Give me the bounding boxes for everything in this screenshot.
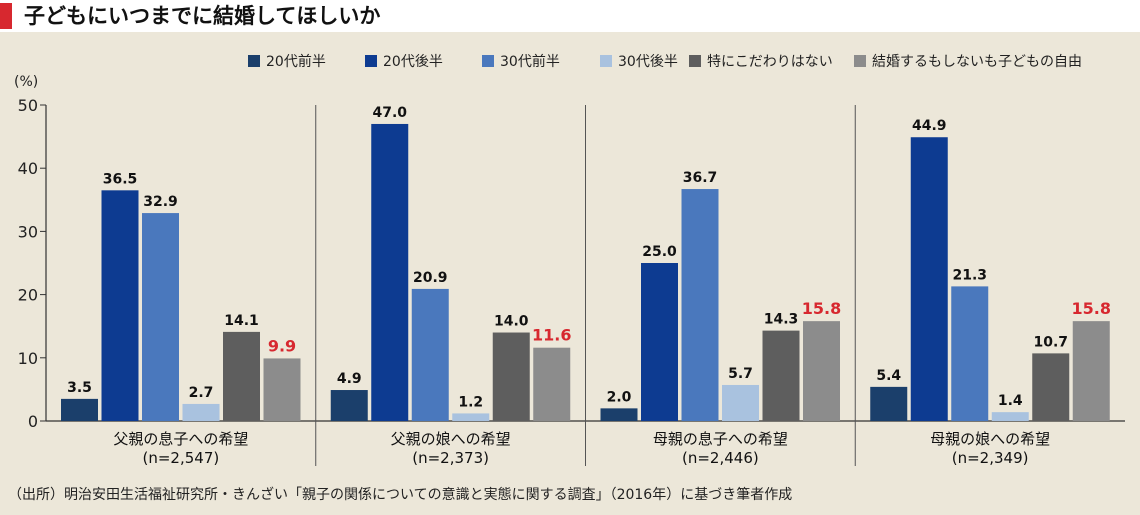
data-label: 10.7 <box>1033 334 1068 350</box>
category-label: 母親の息子への希望 <box>653 430 788 448</box>
bar <box>492 332 530 421</box>
data-label: 1.2 <box>458 394 483 410</box>
legend-label: 20代前半 <box>266 53 326 70</box>
bar <box>681 189 719 421</box>
data-label: 4.9 <box>337 371 362 387</box>
data-label: 20.9 <box>413 270 448 286</box>
data-label: 14.1 <box>224 313 259 329</box>
legend-label: 20代後半 <box>383 54 443 70</box>
data-label: 36.5 <box>103 171 138 187</box>
legend-label: 30代後半 <box>618 54 678 70</box>
chart-title: 子どもにいつまでに結婚してほしいか <box>24 4 381 28</box>
y-unit-label: (%) <box>14 74 38 90</box>
data-label: 25.0 <box>642 244 677 260</box>
data-label: 15.8 <box>1072 299 1111 318</box>
y-tick-label: 40 <box>18 159 38 178</box>
bar <box>991 412 1029 421</box>
data-label: 2.7 <box>189 385 214 401</box>
category-label: 父親の娘への希望 <box>391 430 511 448</box>
legend-swatch <box>482 55 494 67</box>
data-label: 21.3 <box>952 267 987 283</box>
legend-label: 30代前半 <box>500 53 560 70</box>
data-label: 1.4 <box>998 393 1023 409</box>
legend-label: 特にこだわりはない <box>707 54 833 70</box>
data-label: 15.8 <box>802 299 841 318</box>
bar <box>263 358 301 421</box>
bar <box>951 286 989 421</box>
y-tick-label: 30 <box>18 222 38 241</box>
bar <box>722 384 759 421</box>
bar <box>223 331 260 421</box>
bar <box>101 190 139 421</box>
data-label: 14.0 <box>494 314 529 330</box>
category-label: 父親の息子への希望 <box>113 430 248 448</box>
y-tick-label: 0 <box>28 412 38 431</box>
data-label: 44.9 <box>912 118 947 134</box>
legend-swatch <box>248 55 260 67</box>
y-tick-label: 10 <box>18 349 38 368</box>
bar <box>1032 353 1070 421</box>
category-sample-size: (n=2,373) <box>412 449 489 467</box>
data-label: 3.5 <box>67 380 92 396</box>
bar <box>411 288 449 421</box>
legend-swatch <box>365 55 377 67</box>
bar <box>142 213 179 421</box>
bar <box>803 321 840 421</box>
source-note: （出所）明治安田生活福祉研究所・きんざい「親子の関係についての意識と実態に関する… <box>8 487 793 503</box>
data-label: 11.6 <box>532 326 571 345</box>
bar <box>910 137 948 421</box>
data-label: 9.9 <box>268 336 296 355</box>
bar <box>61 398 98 421</box>
category-sample-size: (n=2,349) <box>952 449 1029 467</box>
data-label: 2.0 <box>607 389 632 405</box>
bar <box>1072 321 1110 421</box>
category-sample-size: (n=2,446) <box>682 449 759 467</box>
bar <box>600 408 638 421</box>
legend-swatch <box>854 55 866 67</box>
category-sample-size: (n=2,547) <box>143 449 220 467</box>
bar <box>330 390 368 421</box>
bar <box>870 386 908 421</box>
bar <box>452 413 490 421</box>
legend-swatch <box>600 55 612 67</box>
data-label: 14.3 <box>764 312 799 328</box>
legend-label: 結婚するもしないも子どもの自由 <box>872 54 1082 70</box>
legend-swatch <box>689 55 701 67</box>
y-tick-label: 50 <box>18 96 38 115</box>
title-accent-mark <box>0 3 12 29</box>
data-label: 5.4 <box>876 368 901 384</box>
bar <box>762 330 800 421</box>
y-tick-label: 20 <box>18 286 38 305</box>
data-label: 32.9 <box>143 194 178 210</box>
data-label: 47.0 <box>372 105 407 121</box>
title-bar: 子どもにいつまでに結婚してほしいか <box>0 0 1140 32</box>
bar <box>641 263 678 421</box>
bar <box>533 347 571 421</box>
category-label: 母親の娘への希望 <box>930 430 1050 448</box>
bar <box>371 123 409 422</box>
bar-chart: (%) 0 10 20 30 40 50 3.5 36.5 32.9 2.7 14.1 9.9 父親の息子… <box>14 53 1125 467</box>
data-label: 5.7 <box>728 366 753 382</box>
data-label: 36.7 <box>683 170 718 186</box>
bar <box>182 403 220 421</box>
